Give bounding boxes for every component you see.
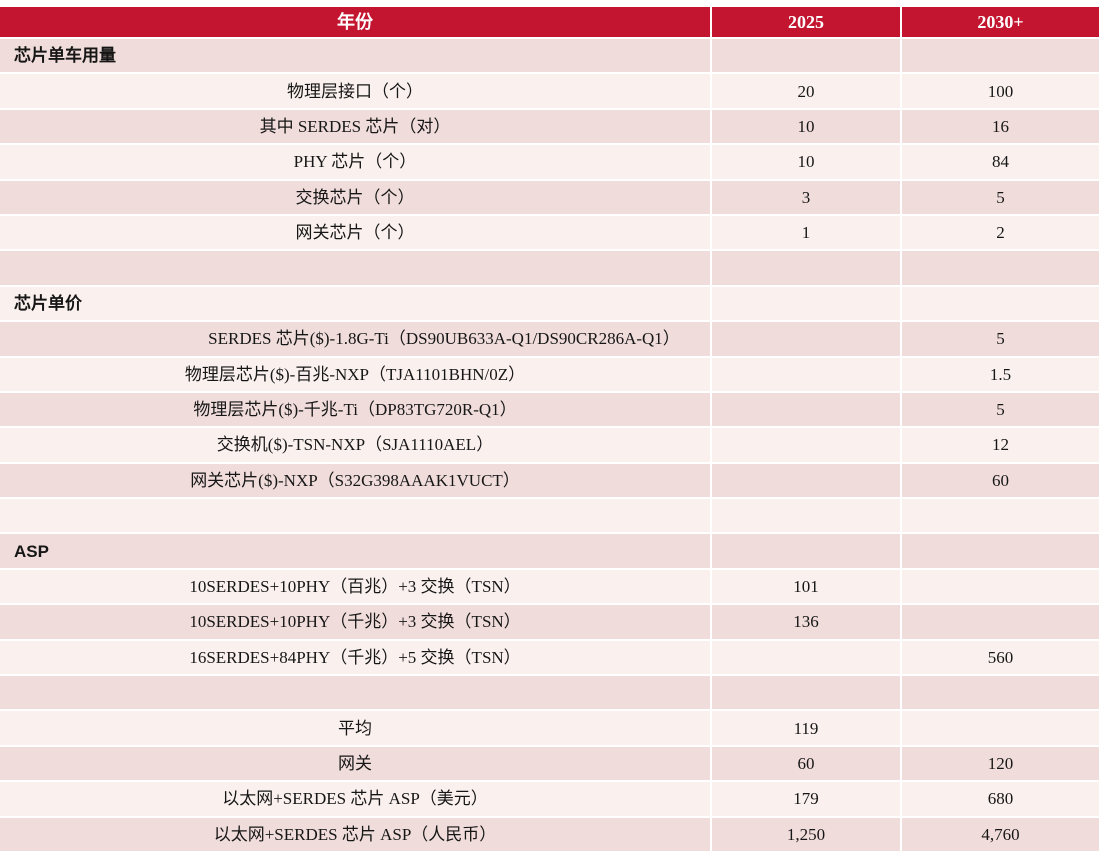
row-label-cell: 其中 SERDES 芯片（对）	[259, 116, 451, 136]
value-2025-cell	[710, 251, 900, 285]
value-2030-cell	[900, 605, 1099, 639]
value-2030-cell	[900, 251, 1099, 285]
table-row: 16SERDES+84PHY（千兆）+5 交换（TSN） 560	[0, 640, 1099, 677]
row-label-cell: PHY 芯片（个）	[293, 152, 417, 172]
value-2025-cell: 119	[710, 711, 900, 745]
row-label-cell: SERDES 芯片($)-1.8G-Ti（DS90UB633A-Q1/DS90C…	[208, 329, 680, 349]
value-2030-cell: 680	[900, 782, 1099, 816]
row-label-cell: 交换芯片（个）	[295, 187, 415, 207]
spacer-row	[0, 676, 1099, 712]
table-row: 平均 119	[0, 711, 1099, 747]
value-2025-cell: 20	[710, 74, 900, 108]
row-label-cell: 网关芯片（个）	[295, 223, 415, 243]
value-2030-cell: 5	[900, 322, 1099, 356]
value-2030-cell: 100	[900, 74, 1099, 108]
row-label-cell: 物理层芯片($)-千兆-Ti（DP83TG720R-Q1）	[193, 400, 517, 420]
table-row: 交换芯片（个） 3 5	[0, 180, 1099, 216]
value-2025-cell: 1	[710, 215, 900, 250]
value-2025-cell	[710, 463, 900, 498]
value-2030-cell: 1.5	[900, 357, 1099, 391]
value-2030-cell	[900, 711, 1099, 745]
row-label-cell	[0, 499, 710, 532]
value-2030-cell	[900, 569, 1099, 604]
row-label-cell: 网关	[338, 754, 372, 773]
value-2030-cell: 4,760	[900, 817, 1099, 851]
value-2025-cell	[710, 640, 900, 675]
value-2025-cell	[710, 676, 900, 710]
section-row: 芯片单车用量	[0, 39, 1099, 75]
table-row: PHY 芯片（个） 10 84	[0, 145, 1099, 181]
value-2025-cell	[710, 39, 900, 73]
value-2025-cell: 1,250	[710, 817, 900, 851]
row-label-cell: 交换机($)-TSN-NXP（SJA1110AEL）	[216, 435, 494, 455]
value-2025-cell	[710, 322, 900, 356]
value-2030-cell: 12	[900, 428, 1099, 462]
value-2030-cell: 60	[900, 463, 1099, 498]
value-2025-cell	[710, 428, 900, 462]
value-2025-cell: 10	[710, 109, 900, 144]
table-row: 10SERDES+10PHY（千兆）+3 交换（TSN） 136	[0, 605, 1099, 641]
value-2025-cell: 136	[710, 605, 900, 639]
chip-asp-table: 年份 2025 2030+ 芯片单车用量 物理层接口（个） 20 100 其中 SERD…	[0, 7, 1099, 853]
row-label-cell: 平均	[338, 718, 372, 738]
table-row: 以太网+SERDES 芯片 ASP（人民币） 1,250 4,760	[0, 817, 1099, 853]
table-row: SERDES 芯片($)-1.8G-Ti（DS90UB633A-Q1/DS90C…	[0, 322, 1099, 358]
value-2030-cell: 120	[900, 746, 1099, 781]
header-2030: 2030+	[900, 7, 1099, 37]
table-row: 物理层芯片($)-千兆-Ti（DP83TG720R-Q1） 5	[0, 392, 1099, 429]
row-label-cell: 10SERDES+10PHY（千兆）+3 交换（TSN）	[189, 612, 521, 632]
row-label-cell	[0, 676, 710, 709]
row-label-cell: ASP	[14, 541, 49, 561]
value-2030-cell: 2	[900, 215, 1099, 250]
table-row: 物理层接口（个） 20 100	[0, 74, 1099, 110]
table-row: 网关芯片($)-NXP（S32G398AAAK1VUCT） 60	[0, 463, 1099, 500]
value-2030-cell	[900, 499, 1099, 533]
table-header-row: 年份 2025 2030+	[0, 7, 1099, 39]
value-2025-cell: 3	[710, 180, 900, 214]
value-2025-cell: 10	[710, 145, 900, 179]
value-2025-cell: 60	[710, 746, 900, 781]
value-2025-cell	[710, 499, 900, 533]
row-label-cell: 物理层接口（个）	[287, 81, 423, 101]
row-label-cell	[0, 251, 710, 284]
table-row: 其中 SERDES 芯片（对） 10 16	[0, 109, 1099, 146]
header-2025: 2025	[710, 7, 900, 37]
row-label-cell: 10SERDES+10PHY（百兆）+3 交换（TSN）	[189, 577, 521, 597]
table-row: 物理层芯片($)-百兆-NXP（TJA1101BHN/0Z） 1.5	[0, 357, 1099, 393]
value-2030-cell: 560	[900, 640, 1099, 675]
value-2030-cell: 16	[900, 109, 1099, 144]
row-label-cell: 网关芯片($)-NXP（S32G398AAAK1VUCT）	[190, 470, 520, 490]
value-2030-cell	[900, 534, 1099, 568]
value-2025-cell	[710, 357, 900, 391]
section-row: 芯片单价	[0, 286, 1099, 323]
header-year: 年份	[337, 12, 373, 32]
table-body: 芯片单车用量 物理层接口（个） 20 100 其中 SERDES 芯片（对） 10 16 PH…	[0, 39, 1099, 853]
table-row: 网关 60 120	[0, 746, 1099, 783]
table-row: 网关芯片（个） 1 2	[0, 215, 1099, 252]
row-label-cell: 芯片单价	[14, 293, 82, 313]
table-row: 以太网+SERDES 芯片 ASP（美元） 179 680	[0, 782, 1099, 818]
value-2030-cell	[900, 286, 1099, 321]
table-row: 10SERDES+10PHY（百兆）+3 交换（TSN） 101	[0, 569, 1099, 606]
row-label-cell: 物理层芯片($)-百兆-NXP（TJA1101BHN/0Z）	[184, 364, 526, 384]
row-label-cell: 以太网+SERDES 芯片 ASP（人民币）	[213, 824, 497, 844]
section-row: ASP	[0, 534, 1099, 570]
value-2030-cell	[900, 676, 1099, 710]
row-label-cell: 16SERDES+84PHY（千兆）+5 交换（TSN）	[189, 647, 521, 667]
row-label-cell: 芯片单车用量	[14, 46, 116, 66]
value-2030-cell: 84	[900, 145, 1099, 179]
value-2025-cell: 101	[710, 569, 900, 604]
value-2025-cell	[710, 534, 900, 568]
value-2025-cell	[710, 392, 900, 427]
spacer-row	[0, 499, 1099, 535]
value-2025-cell	[710, 286, 900, 321]
table-row: 交换机($)-TSN-NXP（SJA1110AEL） 12	[0, 428, 1099, 464]
value-2030-cell: 5	[900, 180, 1099, 214]
spacer-row	[0, 251, 1099, 287]
value-2030-cell: 5	[900, 392, 1099, 427]
value-2030-cell	[900, 39, 1099, 73]
row-label-cell: 以太网+SERDES 芯片 ASP（美元）	[222, 789, 488, 809]
value-2025-cell: 179	[710, 782, 900, 816]
